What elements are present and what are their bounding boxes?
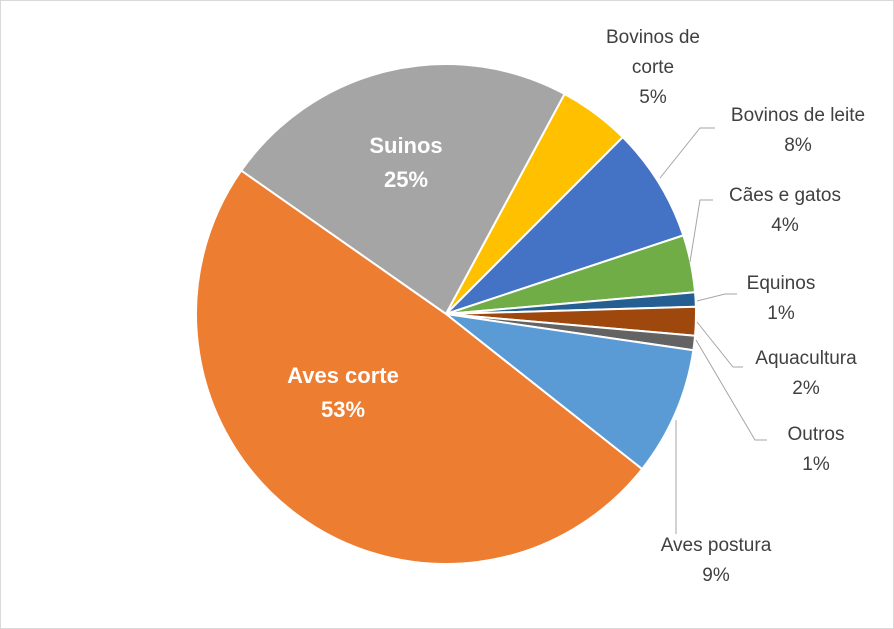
- slice-value: 8%: [784, 135, 812, 156]
- slice-label: Bovinos de corte 5%: [588, 23, 718, 113]
- slice-label: Aquacultura 2%: [706, 344, 894, 404]
- slice-name: Equinos: [746, 273, 816, 294]
- slice-name: Bovinos de leite: [730, 105, 866, 126]
- slice-label: Aves postura 9%: [616, 531, 816, 591]
- slice-label: Cães e gatos 4%: [685, 181, 885, 241]
- slice-label: Aves corte 53%: [243, 359, 443, 427]
- leader-line: [695, 339, 767, 441]
- slice-value: 4%: [771, 215, 799, 236]
- slice-label: Suinos 25%: [306, 129, 506, 197]
- slice-value: 1%: [802, 454, 830, 475]
- slice-name: Bovinos de corte: [605, 27, 700, 78]
- pie-slice: [239, 63, 567, 316]
- slice-name: Aquacultura: [755, 348, 857, 369]
- slice-label: Outros 1%: [716, 420, 894, 480]
- slice-name: Outros: [787, 424, 845, 445]
- slice-name: Suinos: [369, 133, 443, 158]
- slice-name: Aves postura: [660, 535, 772, 556]
- slice-value: 5%: [639, 87, 667, 108]
- leader-line: [689, 199, 713, 263]
- slice-label: Bovinos de leite 8%: [698, 101, 894, 161]
- slice-value: 53%: [320, 397, 366, 422]
- slice-value: 9%: [702, 565, 730, 586]
- pie-slice: [442, 312, 695, 471]
- leader-line: [696, 321, 743, 368]
- leader-line: [659, 127, 715, 179]
- slice-value: 2%: [792, 378, 820, 399]
- slice-value: 25%: [383, 167, 429, 192]
- leader-line: [696, 293, 737, 302]
- slice-label: Equinos 1%: [681, 269, 881, 329]
- pie-slice: [445, 135, 685, 315]
- slice-value: 1%: [767, 303, 795, 324]
- pie-slice: [195, 169, 644, 565]
- slice-name: Cães e gatos: [729, 185, 841, 206]
- slice-name: Aves corte: [287, 363, 399, 388]
